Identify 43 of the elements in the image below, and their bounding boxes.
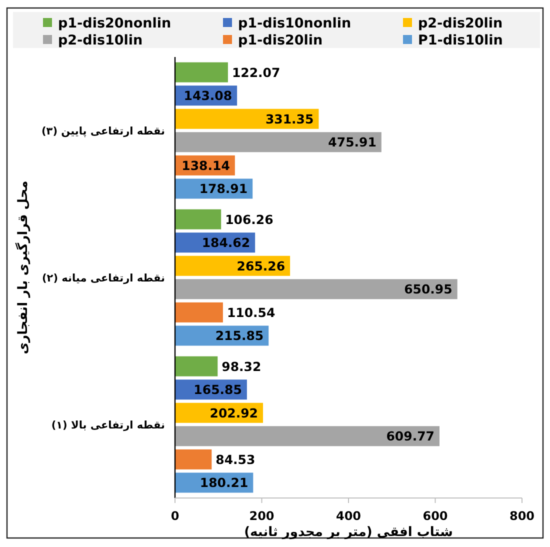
bar <box>175 209 222 230</box>
data-label: 143.08 <box>184 88 232 104</box>
legend-label: p1-dis20lin <box>238 32 323 48</box>
y-tick-label: نقطه ارتفاعی میانه (۲) <box>42 272 166 284</box>
x-tick-label: 600 <box>422 509 448 523</box>
legend-label: p1-dis20nonlin <box>58 16 172 32</box>
data-label: 110.54 <box>226 304 276 320</box>
data-label: 106.26 <box>225 212 274 227</box>
data-label: 609.77 <box>386 428 434 444</box>
bar <box>175 279 458 300</box>
bar <box>175 62 228 82</box>
data-label: 165.85 <box>194 382 242 398</box>
data-label: 202.92 <box>210 405 258 420</box>
data-label: 138.14 <box>182 158 230 173</box>
data-label: 265.26 <box>236 258 286 274</box>
data-label: 98.32 <box>222 358 262 374</box>
bar <box>175 449 212 470</box>
legend-label: p2-dis10lin <box>58 32 143 48</box>
bar <box>175 356 218 376</box>
data-label: 184.62 <box>202 235 250 250</box>
bar <box>175 132 382 152</box>
legend-label: p1-dis10nonlin <box>238 16 352 32</box>
x-tick-label: 800 <box>509 509 535 523</box>
y-axis-title: محل قرارگیری بار انفجاری <box>15 180 31 354</box>
data-label: 331.35 <box>265 111 314 126</box>
data-label: 178.91 <box>199 181 248 196</box>
bar <box>175 108 319 129</box>
data-label: 650.95 <box>404 282 452 297</box>
x-tick-label: 0 <box>170 509 180 523</box>
x-tick-label: 200 <box>249 509 274 523</box>
y-tick-label: نقطه ارتفاعی پایین (۳) <box>41 126 166 138</box>
x-tick-label: 400 <box>336 509 362 523</box>
legend-label: p2-dis20lin <box>418 16 503 32</box>
legend-label: P1-dis10lin <box>418 32 503 48</box>
data-label: 475.91 <box>328 134 376 150</box>
data-label: 84.53 <box>216 452 256 467</box>
data-label: 180.21 <box>200 475 248 490</box>
bar <box>175 426 440 446</box>
bar <box>175 302 223 322</box>
x-axis-title: شتاب افقی (متر بر مجدور ثانیه) <box>244 525 453 540</box>
data-label: 122.07 <box>232 64 280 80</box>
data-label: 215.85 <box>215 328 264 344</box>
y-tick-label: نقطه ارتفاعی بالا (۱) <box>51 420 166 432</box>
